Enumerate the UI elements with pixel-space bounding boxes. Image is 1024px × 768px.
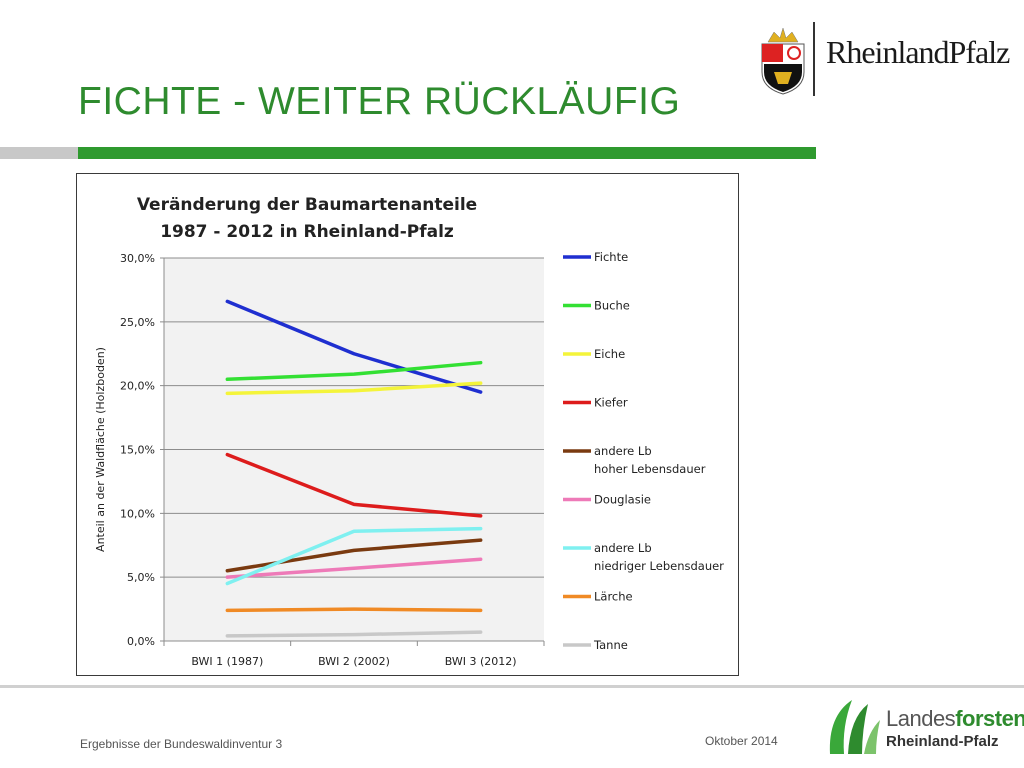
x-tick-label: BWI 3 (2012) xyxy=(445,655,517,668)
series-line-7 xyxy=(225,607,483,613)
footer-rule xyxy=(0,685,1024,688)
landesforsten-wordmark-part2: forsten xyxy=(955,706,1024,731)
line-chart: 0,0% 5,0% 10,0% 15,0% 20,0% 25,0% 30,0% BWI 1 (… xyxy=(94,250,724,668)
legend-label: Eiche xyxy=(594,347,625,361)
coat-of-arms-icon xyxy=(761,27,805,95)
legend-label: Lärche xyxy=(594,590,633,604)
landesforsten-logo-icon xyxy=(829,700,880,754)
legend-label: andere Lb hoher Lebensdauer xyxy=(594,444,706,476)
series-line-0 xyxy=(225,299,483,394)
chart-title: Veränderung der Baumartenanteile 1987 - … xyxy=(117,192,497,246)
y-tick-label: 5,0% xyxy=(127,571,155,584)
legend-label: Kiefer xyxy=(594,396,628,410)
y-tick-label: 10,0% xyxy=(120,507,155,520)
chart-title-line1: Veränderung der Baumartenanteile xyxy=(136,195,478,215)
landesforsten-wordmark-part1: Landes xyxy=(886,706,956,731)
series-line-8 xyxy=(225,630,483,638)
y-tick-label: 25,0% xyxy=(120,316,155,329)
y-tick-label: 15,0% xyxy=(120,444,155,457)
rheinland-pfalz-wordmark: RheinlandPfalz xyxy=(826,34,1010,70)
series-line-1 xyxy=(225,360,483,382)
y-tick-label: 0,0% xyxy=(127,635,155,648)
legend-label: andere Lb niedriger Lebensdauer xyxy=(594,541,724,573)
y-axis-label: Anteil an der Waldfläche (Holzboden) xyxy=(94,347,107,552)
footer-date: Oktober 2014 xyxy=(705,734,778,748)
series-line-6 xyxy=(225,526,483,586)
series-line-4 xyxy=(225,538,483,573)
chart-title-line2: 1987 - 2012 in Rheinland-Pfalz xyxy=(160,222,454,242)
series-line-2 xyxy=(225,381,483,396)
x-tick-label: BWI 1 (1987) xyxy=(191,655,263,668)
footer-text: Ergebnisse der Bundeswaldinventur 3 xyxy=(80,737,283,751)
legend-label: Douglasie xyxy=(594,493,651,507)
y-tick-label: 30,0% xyxy=(120,252,155,265)
y-tick-label: 20,0% xyxy=(120,380,155,393)
landesforsten-subtitle: Rheinland-Pfalz xyxy=(886,733,999,750)
rheinland-pfalz-logo xyxy=(761,22,815,96)
legend-label: Buche xyxy=(594,299,630,313)
series-line-3 xyxy=(225,452,483,518)
legend-label: Fichte xyxy=(594,250,628,264)
title-rule-green xyxy=(78,147,816,159)
chart-frame: Veränderung der Baumartenanteile 1987 - … xyxy=(76,173,739,676)
slide-title: FICHTE - WEITER RÜCKLÄUFIG xyxy=(78,80,681,123)
landesforsten-wordmark: Landesforsten xyxy=(886,706,1024,732)
x-tick-label: BWI 2 (2002) xyxy=(318,655,390,668)
legend-label: Tanne xyxy=(593,638,628,652)
series-line-5 xyxy=(225,557,483,579)
title-rule-gray xyxy=(0,147,78,159)
